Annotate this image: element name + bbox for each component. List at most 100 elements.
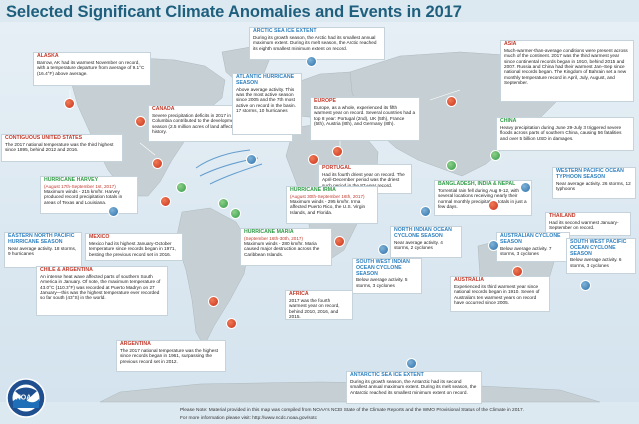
box-body: An intense heat wave affected parts of s… [40,273,161,301]
box-dates: (August 30th-September 16th, 2017) [290,193,365,199]
marker-asia [446,96,457,107]
box-heading: ASIA [504,41,517,47]
box-body: During its growth season, the Arctic had… [253,34,377,51]
box-body: Below average activity. 5 storms, 3 cycl… [356,277,408,288]
box-body: Severe precipitation deficits in 2017 in… [152,112,282,135]
box-body: Much-warmer-than-average conditions were… [504,47,628,86]
box-body: Maximum winds - 280 km/hr. Maria caused … [244,241,320,257]
box-heading: SOUTH WEST PACIFIC OCEAN CYCLONE SEASON [570,239,627,257]
australian-cyclone-box: AUSTRALIAN CYCLONE SEASON Below average … [496,232,570,262]
marker-argentina [226,318,237,329]
marker-atlantic [246,154,257,165]
marker-antarctic [406,358,417,369]
marker-arctic [306,56,317,67]
box-heading: EUROPE [314,98,336,104]
box-body: Maximum winds - 215 km/hr. Harvey produc… [44,189,123,205]
box-body: Mexico had its highest January-October t… [89,240,176,257]
alaska-box: ALASKA Barrow, AK had its warmest Novemb… [33,52,151,86]
south-west-indian-box: SOUTH WEST INDIAN OCEAN CYCLONE SEASON B… [352,258,422,294]
hurricane-harvey-box: HURRICANE HARVEY (August 17th-September … [40,176,138,214]
marker-mexico [160,196,171,207]
box-body: Near average activity. 18 storms, 9 hurr… [8,245,77,256]
box-body: Below average activity. 6 storms, 3 cycl… [570,257,622,268]
box-body: 2017 was the fourth warmest year on reco… [289,297,340,320]
box-heading: WESTERN PACIFIC OCEAN TYPHOON SEASON [556,168,624,180]
box-body: Had its fourth driest year on record. Th… [322,171,405,188]
box-heading: AUSTRALIAN CYCLONE SEASON [500,233,561,245]
marker-western-pacific [520,182,531,193]
china-box: CHINA Heavy precipitation during June 29… [496,117,634,151]
box-body: Heavy precipitation during June 29-July … [500,124,622,141]
box-heading: THAILAND [549,213,576,219]
box-body: Barrow, AK had its warmest November on r… [37,59,145,76]
south-west-pacific-box: SOUTH WEST PACIFIC OCEAN CYCLONE SEASON … [566,238,636,274]
box-heading: EASTERN NORTH PACIFIC HURRICANE SEASON [8,233,75,245]
noaa-logo: NOAA [6,378,46,418]
box-dates: (September 16th-30th, 2017) [244,235,303,241]
box-heading: ATLANTIC HURRICANE SEASON [236,74,295,86]
box-body: Near average activity. 26 storms, 12 typ… [556,180,631,191]
marker-africa [334,236,345,247]
box-body: The 2017 national temperature was the hi… [120,347,218,364]
marker-contiguous-us [152,158,163,169]
box-body: Europe, as a whole, experienced its fift… [314,104,416,127]
box-body: The 2017 national temperature was the th… [5,141,114,153]
marker-chile [208,296,219,307]
box-body: Torrential rain fell during Aug 9-12, wi… [438,187,527,210]
box-heading: ARGENTINA [120,341,151,347]
hurricane-maria-box: HURRICANE MARIA (September 16th-30th, 20… [240,228,332,266]
hurricane-irma-box: HURRICANE IRMA (August 30th-September 16… [286,186,378,224]
marker-bangladesh [446,160,457,171]
marker-china [490,150,501,161]
box-body: Above average activity. This was the mos… [236,86,296,114]
box-heading: CHILE & ARGENTINA [40,267,93,273]
box-body: Had its second warmest January-September… [549,219,619,231]
box-heading: HURRICANE HARVEY [44,177,99,183]
more-info-link[interactable]: For more information please visit: http:… [180,416,318,421]
chile-argentina-box: CHILE & ARGENTINA An intense heat wave a… [36,266,168,316]
box-heading: CHINA [500,118,517,124]
argentina-box: ARGENTINA The 2017 national temperature … [116,340,226,372]
box-dates: (August 17th-September 1st, 2017) [44,183,116,189]
box-heading: BANGLADESH, INDIA & NEPAL [438,181,516,187]
box-body: Near average activity. 4 storms, 2 cyclo… [394,239,443,250]
arctic-box: ARCTIC SEA ICE EXTENT During its growth … [249,27,385,60]
contiguous-us-box: CONTIGUOUS UNITED STATES The 2017 nation… [1,134,123,162]
western-pacific-box: WESTERN PACIFIC OCEAN TYPHOON SEASON Nea… [552,167,636,199]
box-heading: ALASKA [37,53,59,59]
box-heading: AUSTRALIA [454,277,484,283]
box-heading: PORTUGAL [322,165,352,171]
marker-eastern-pacific [108,206,119,217]
marker-maria [230,208,241,219]
asia-box: ASIA Much-warmer-than-average conditions… [500,40,634,102]
europe-box: EUROPE Europe, as a whole, experienced i… [310,97,420,141]
box-body: During its growth season, the Antarctic … [350,378,477,395]
marker-irma [218,198,229,209]
north-indian-ocean-box: NORTH INDIAN OCEAN CYCLONE SEASON Near a… [390,226,462,258]
marker-canada [135,116,146,127]
box-heading: MEXICO [89,234,110,240]
box-heading: SOUTH WEST INDIAN OCEAN CYCLONE SEASON [356,259,410,277]
marker-south-west-pacific [580,280,591,291]
box-heading: CANADA [152,106,175,112]
marker-south-west-indian [378,244,389,255]
eastern-north-pacific-box: EASTERN NORTH PACIFIC HURRICANE SEASON N… [4,232,82,268]
atlantic-hurricane-box: ATLANTIC HURRICANE SEASON Above average … [232,73,302,135]
marker-alaska [64,98,75,109]
box-heading: HURRICANE IRMA [290,187,336,193]
marker-north-indian [420,206,431,217]
south-america-landmass [175,207,251,347]
box-heading: ARCTIC SEA ICE EXTENT [253,28,317,34]
antarctic-box: ANTARCTIC SEA ICE EXTENT During its grow… [346,371,482,404]
box-heading: NORTH INDIAN OCEAN CYCLONE SEASON [394,227,452,239]
marker-australia [512,266,523,277]
marker-portugal [308,154,319,165]
box-body: Experienced its third warmest year since… [454,283,540,306]
bangladesh-box: BANGLADESH, INDIA & NEPAL Torrential rai… [434,180,532,216]
australia-box: AUSTRALIA Experienced its third warmest … [450,276,550,312]
box-heading: AFRICA [289,291,309,297]
marker-australian-cyclone [488,240,499,251]
marker-europe [332,146,343,157]
marker-harvey [176,182,187,193]
